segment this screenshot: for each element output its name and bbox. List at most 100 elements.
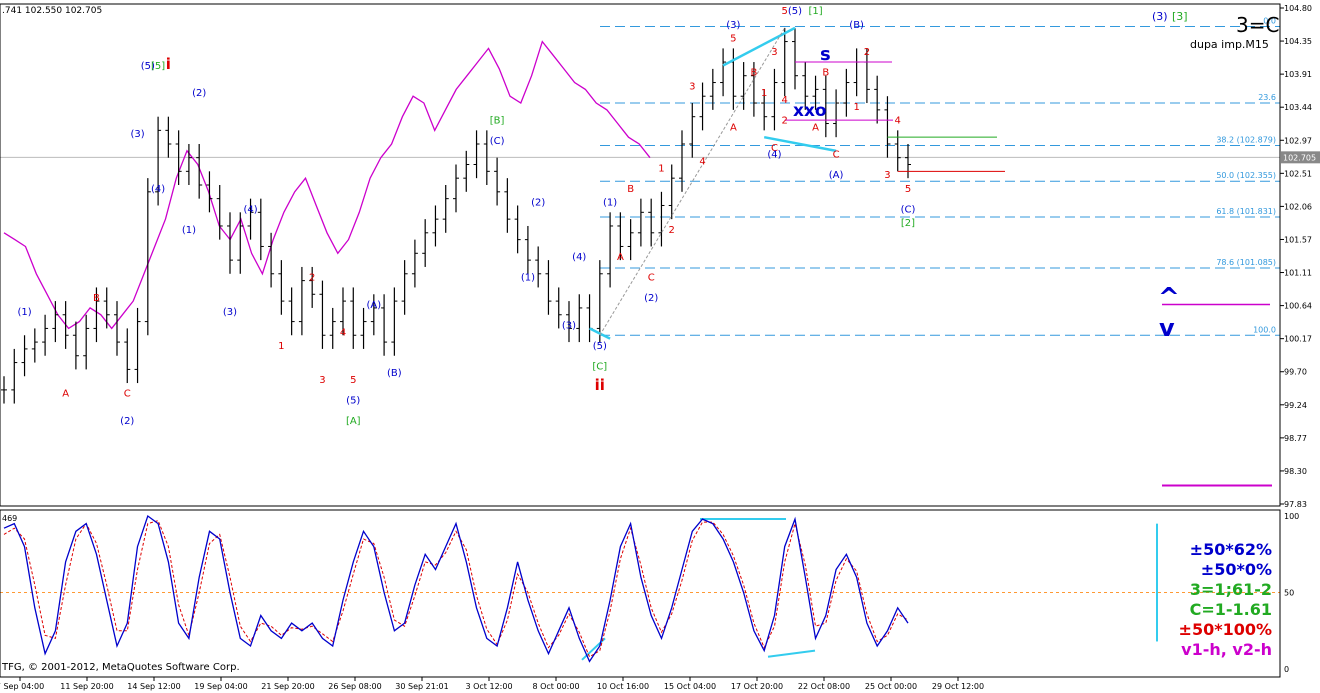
time-tick-label: 21 Sep 20:00 — [261, 682, 314, 691]
price-tick-label: 104.80 — [1284, 4, 1312, 13]
ohlc-bar — [905, 144, 911, 179]
wave-label: (4) — [767, 150, 781, 161]
legend-item: ±50*100% — [1178, 620, 1272, 639]
wave-label: (3) — [130, 129, 144, 140]
ohlc-bar — [175, 130, 182, 185]
wave-label: 4 — [699, 157, 705, 168]
ohlc-bar — [360, 307, 367, 349]
price-tick-label: 102.97 — [1284, 136, 1312, 145]
ohlc-bar — [411, 239, 418, 288]
ohlc-bar — [370, 294, 377, 336]
wave-label: (5) — [788, 6, 802, 17]
annotation-line — [588, 327, 611, 340]
wave-label: 5 — [730, 34, 736, 45]
ohlc-bar — [802, 62, 809, 110]
ohlc-bar — [391, 287, 398, 356]
time-tick-label: 22 Oct 08:00 — [798, 682, 850, 691]
ohlc-bar — [42, 314, 49, 356]
time-tick-label: 11 Sep 20:00 — [60, 682, 113, 691]
wave-label: 4 — [782, 95, 788, 106]
ohlc-bar — [627, 219, 634, 261]
fib-label: 61.8 (101.831) — [1216, 207, 1276, 216]
wave-label: 3 — [771, 47, 777, 58]
time-tick-label: 17 Oct 20:00 — [731, 682, 783, 691]
annotation-line — [763, 135, 837, 153]
wave-label: (B) — [387, 368, 402, 379]
ohlc-bar — [340, 287, 346, 336]
time-tick-label: 15 Oct 04:00 — [664, 682, 716, 691]
wave-label: (1) — [521, 273, 535, 284]
ohlc-bar — [432, 205, 439, 247]
time-tick-label: 10 Oct 16:00 — [597, 682, 649, 691]
wave-label: A — [617, 252, 624, 263]
down-arrow-icon: v — [1159, 314, 1175, 342]
ohlc-bar — [812, 75, 819, 110]
ohlc-bar — [381, 294, 388, 356]
ohlc-bar — [83, 314, 90, 370]
ohlc-bar — [237, 212, 244, 274]
ohlc-bar — [453, 164, 459, 213]
price-tick-label: 97.83 — [1284, 500, 1307, 509]
time-tick-label: 19 Sep 04:00 — [194, 682, 247, 691]
wave-label: 4 — [895, 116, 901, 127]
wave-label: (C) — [901, 204, 916, 215]
wave-label: (4) — [572, 252, 586, 263]
wave-label: [5] — [151, 61, 165, 72]
price-tick-label: 102.06 — [1284, 202, 1312, 211]
ohlc-bar — [155, 116, 162, 206]
time-tick-label: 25 Oct 00:00 — [865, 682, 917, 691]
ohlc-bar — [853, 48, 860, 97]
ohlc-bar — [494, 157, 501, 206]
ohlc-bar — [894, 130, 901, 172]
wave-label: [1] — [808, 6, 822, 17]
wave-label: (1) — [182, 225, 196, 236]
wave-label: [2] — [901, 218, 915, 229]
ohlc-bar — [1, 376, 7, 404]
wave-label: (3) — [726, 20, 740, 31]
legend-item: v1-h, v2-h — [1181, 640, 1272, 659]
price-tick-label: 99.70 — [1284, 368, 1307, 377]
ohlc-bar — [514, 205, 521, 254]
wave-label: (C) — [490, 136, 505, 147]
ohlc-bar — [114, 301, 120, 356]
wave-label: (1) — [603, 197, 617, 208]
wave-label: 2 — [782, 116, 788, 127]
ohlc-bar — [93, 287, 100, 343]
wave-label: 2 — [309, 273, 315, 284]
ohlc-bar — [668, 164, 675, 220]
ohlc-bar — [771, 68, 778, 131]
price-tick-label: 103.91 — [1284, 70, 1312, 79]
time-tick-label: 30 Sep 21:01 — [395, 682, 448, 691]
wave-label: (5) — [346, 396, 360, 407]
osc-id: 469 — [2, 514, 17, 523]
wave-label: (2) — [644, 293, 658, 304]
ohlc-bar — [103, 287, 110, 329]
ohlc-bar — [350, 287, 357, 349]
ohlc-bar — [288, 287, 295, 336]
price-tick-label: 101.57 — [1284, 235, 1312, 244]
ohlc-bar — [843, 68, 850, 117]
ohlc-bar — [247, 198, 254, 240]
wave-label: (4) — [243, 204, 257, 215]
annotation-line — [722, 26, 796, 67]
wave-label: (A) — [366, 300, 381, 311]
current-price-label: 102.705 — [1283, 153, 1316, 162]
ohlc-bar — [134, 307, 141, 384]
ohlc-bar — [165, 116, 172, 158]
up-arrow-icon: ^ — [1158, 283, 1180, 313]
wave-label: 3 — [319, 375, 325, 386]
wave-label: 1 — [278, 341, 284, 352]
ohlc-bar — [463, 150, 470, 192]
wave-label: [B] — [490, 116, 505, 127]
ohlc-bar — [524, 225, 531, 274]
wave-label: 5 — [905, 184, 911, 195]
wave-label: C — [648, 273, 655, 284]
wave-label: [A] — [346, 416, 361, 427]
wave-label: 2 — [669, 225, 675, 236]
wave-label: (5) — [141, 61, 155, 72]
wave-label: A — [62, 389, 69, 400]
wave-label: (3) — [223, 307, 237, 318]
ohlc-bar — [144, 178, 151, 336]
wave-label: (3) — [562, 320, 576, 331]
